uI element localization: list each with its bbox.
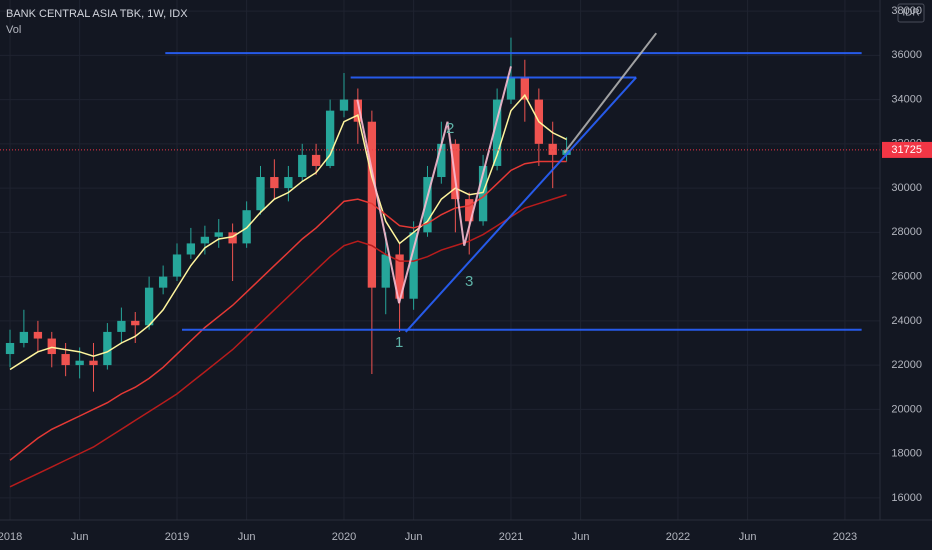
candle-body bbox=[103, 331, 112, 366]
y-tick-label: 36000 bbox=[891, 49, 922, 61]
y-tick-label: 30000 bbox=[891, 182, 922, 194]
candle-body bbox=[117, 320, 126, 332]
last-price-label: 31725 bbox=[891, 144, 922, 156]
candle-body bbox=[256, 177, 265, 211]
candle-body bbox=[492, 99, 502, 166]
moving-average bbox=[9, 160, 567, 461]
trend-drawing bbox=[563, 32, 658, 154]
candle-body bbox=[144, 287, 154, 326]
x-tick-label: 2021 bbox=[499, 531, 523, 543]
candle-body bbox=[381, 254, 390, 288]
candle-body bbox=[75, 360, 84, 366]
candle-body bbox=[186, 243, 196, 255]
candle-body bbox=[353, 99, 363, 122]
candle-body bbox=[284, 177, 293, 189]
y-tick-label: 18000 bbox=[891, 448, 922, 460]
candle-body bbox=[520, 77, 529, 100]
candle-body bbox=[89, 360, 98, 366]
y-tick-label: 38000 bbox=[891, 5, 922, 17]
candle-body bbox=[325, 110, 335, 166]
y-tick-label: 20000 bbox=[891, 403, 922, 415]
candle-body bbox=[172, 254, 182, 277]
x-tick-label: Jun bbox=[572, 531, 590, 543]
last-price-tag bbox=[882, 141, 932, 158]
y-tick-label: 24000 bbox=[891, 315, 922, 327]
x-tick-label: 2018 bbox=[0, 531, 22, 543]
candle-body bbox=[506, 77, 516, 100]
candle-body bbox=[437, 143, 446, 178]
x-tick-label: 2020 bbox=[332, 531, 356, 543]
candle-body bbox=[158, 276, 168, 288]
candle-body bbox=[311, 154, 321, 166]
currency-box bbox=[897, 3, 925, 23]
candle-body bbox=[395, 254, 404, 299]
candle-body bbox=[465, 199, 474, 222]
candle-body bbox=[5, 342, 15, 355]
y-tick-label: 28000 bbox=[891, 226, 922, 238]
candle-body bbox=[200, 236, 210, 244]
y-tick-label: 34000 bbox=[891, 93, 922, 105]
currency-label: IDR bbox=[902, 8, 919, 19]
candle-body bbox=[19, 331, 29, 343]
plot-area bbox=[0, 0, 880, 520]
volume-label: Vol bbox=[6, 24, 21, 36]
candle-body bbox=[47, 338, 56, 355]
candle-body bbox=[298, 154, 307, 178]
candle-body bbox=[228, 232, 237, 244]
x-tick-label: 2019 bbox=[165, 531, 189, 543]
y-tick-label: 16000 bbox=[891, 492, 922, 504]
chart-title: BANK CENTRAL ASIA TBK, 1W, IDX bbox=[6, 8, 188, 20]
moving-average bbox=[9, 93, 567, 371]
x-tick-label: 2022 bbox=[666, 531, 690, 543]
candle-body bbox=[478, 165, 488, 222]
candle-body bbox=[131, 320, 140, 326]
wave-label: 3 bbox=[465, 273, 473, 290]
candle-body bbox=[214, 232, 223, 237]
moving-average bbox=[9, 194, 567, 488]
x-tick-label: Jun bbox=[739, 531, 757, 543]
y-tick-label: 26000 bbox=[891, 271, 922, 283]
x-tick-label: 2023 bbox=[833, 531, 857, 543]
candle-body bbox=[61, 354, 70, 366]
x-tick-label: Jun bbox=[71, 531, 89, 543]
candle-body bbox=[33, 331, 43, 339]
candle-body bbox=[548, 143, 557, 155]
candle-body bbox=[339, 99, 349, 111]
wave-label: 1 bbox=[395, 334, 403, 351]
trend-drawing bbox=[356, 66, 512, 304]
candle-body bbox=[423, 177, 432, 233]
x-tick-label: Jun bbox=[238, 531, 256, 543]
candle-body bbox=[451, 143, 460, 200]
candle-body bbox=[562, 149, 571, 155]
candle-body bbox=[409, 232, 418, 299]
wave-label: 2 bbox=[446, 120, 454, 137]
trend-drawing bbox=[405, 76, 637, 333]
y-tick-label: 22000 bbox=[891, 359, 922, 371]
candle-body bbox=[367, 121, 377, 288]
candle-body bbox=[270, 177, 279, 189]
x-tick-label: Jun bbox=[405, 531, 423, 543]
